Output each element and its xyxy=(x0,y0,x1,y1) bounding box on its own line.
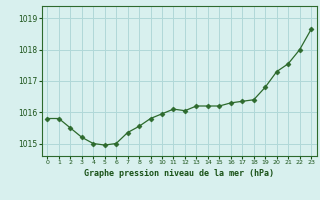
X-axis label: Graphe pression niveau de la mer (hPa): Graphe pression niveau de la mer (hPa) xyxy=(84,169,274,178)
